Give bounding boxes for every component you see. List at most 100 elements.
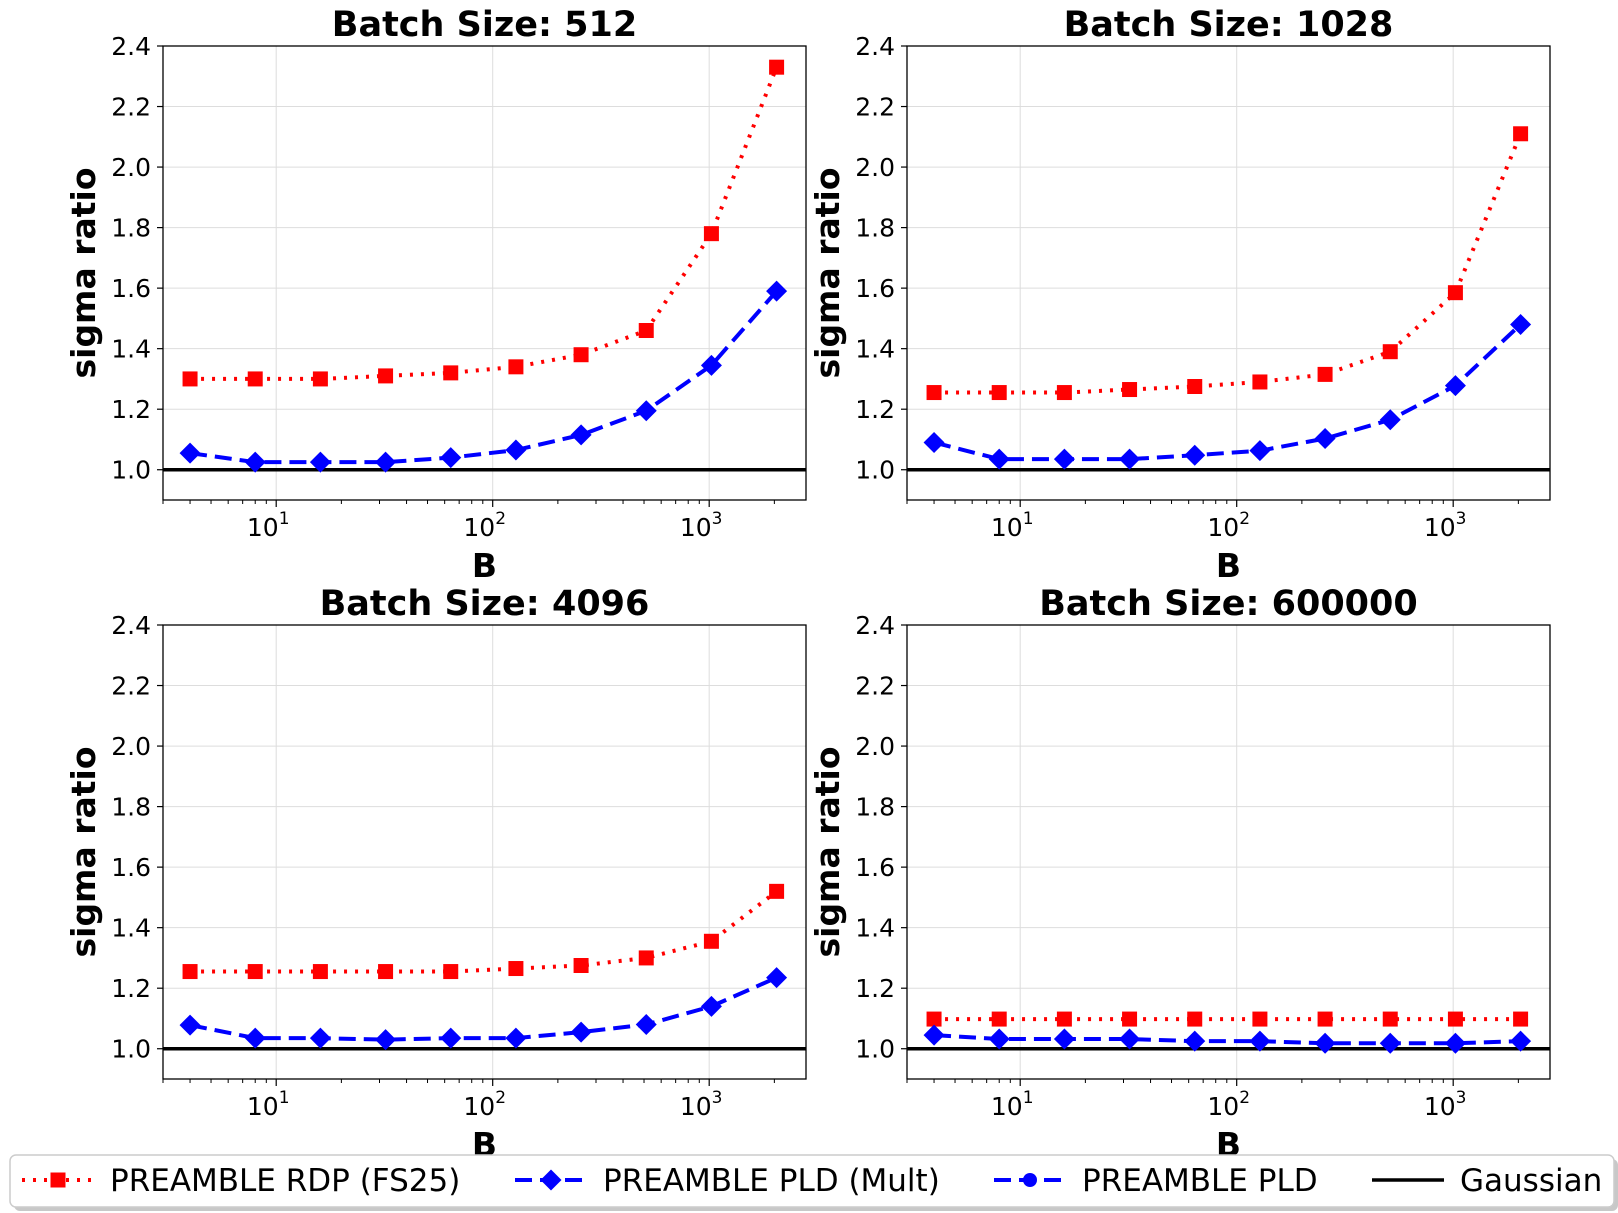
data-point-pld — [1444, 1032, 1466, 1054]
data-point-pld — [1184, 444, 1206, 466]
grid — [907, 624, 1550, 1079]
series-line-rdp — [190, 66, 779, 381]
axes-frame — [162, 45, 807, 501]
chart-panel-1: 1.0 1.2 1.4 1.6 1.8 2.0 2.2 2.4 101 102 103 Batch S… — [64, 5, 807, 585]
y-tick-label: 1.8 — [855, 214, 895, 243]
y-tick-label: 2.2 — [111, 672, 151, 701]
data-point-pld — [988, 448, 1010, 470]
legend-box — [9, 1154, 1615, 1208]
data-point-rdp — [508, 961, 524, 977]
data-point-rdp — [247, 371, 263, 387]
data-point-pld — [179, 1014, 201, 1036]
data-point-rdp — [1447, 285, 1463, 301]
data-point-pld — [1444, 375, 1466, 397]
x-tick-label: 101 — [247, 509, 290, 542]
y-tick-label: 1.6 — [855, 274, 895, 303]
y-tick-label: 2.2 — [855, 672, 895, 701]
y-tick-label: 2.0 — [111, 732, 151, 761]
data-point-pld — [635, 1014, 657, 1036]
grid — [907, 45, 1550, 500]
y-tick-label: 1.0 — [111, 1035, 151, 1064]
y-tick-label: 1.2 — [111, 974, 151, 1003]
x-tick-label: 103 — [1424, 1088, 1467, 1121]
data-point-rdp — [991, 385, 1007, 401]
data-point-pld — [1379, 409, 1401, 431]
y-tick-label: 1.2 — [111, 395, 151, 424]
data-point-rdp — [573, 347, 589, 363]
data-point-pld — [1053, 1028, 1075, 1050]
axes-frame — [162, 624, 807, 1080]
data-point-pld — [244, 1027, 266, 1049]
y-axis-label: sigma ratio — [808, 746, 847, 957]
data-point-rdp — [1513, 1011, 1529, 1027]
legend-label: Gaussian — [1460, 1163, 1602, 1199]
y-tick-label: 1.8 — [111, 793, 151, 822]
x-tick-label: 102 — [1207, 1088, 1250, 1121]
y-tick-label: 1.8 — [111, 214, 151, 243]
data-point-rdp — [182, 964, 198, 980]
data-point-pld — [1053, 448, 1075, 470]
data-point-pld — [700, 354, 722, 376]
data-point-rdp — [1317, 1011, 1333, 1027]
data-point-rdp — [1252, 374, 1268, 390]
legend-label: PREAMBLE PLD (Mult) — [603, 1163, 940, 1199]
x-minor-ticks — [906, 1079, 1519, 1083]
data-point-pld — [1184, 1030, 1206, 1052]
series-line-pld — [189, 289, 779, 465]
data-point-rdp — [1513, 126, 1529, 142]
x-tick-label: 101 — [991, 509, 1034, 542]
x-tick-label: 102 — [1207, 509, 1250, 542]
grid — [163, 45, 806, 500]
data-point-rdp — [926, 385, 942, 401]
data-point-pld — [1249, 1030, 1271, 1052]
x-axis-label: B — [1216, 546, 1241, 585]
data-point-pld — [1510, 1030, 1532, 1052]
data-point-pld — [1119, 1028, 1141, 1050]
data-point-pld — [766, 967, 788, 989]
legend-label: PREAMBLE PLD — [1082, 1163, 1318, 1199]
axes-frame — [906, 45, 1551, 501]
series-line-pld — [933, 1033, 1521, 1046]
series-line-pld — [189, 975, 778, 1042]
data-point-rdp — [312, 371, 328, 387]
y-tick-label: 1.0 — [111, 456, 151, 485]
y-tick-label: 1.8 — [855, 793, 895, 822]
axes-frame — [906, 624, 1551, 1080]
y-tick-label: 2.2 — [111, 93, 151, 122]
data-point-pld — [1314, 428, 1336, 450]
data-point-rdp — [638, 950, 654, 966]
data-point-rdp — [508, 359, 524, 375]
y-tick-label: 1.4 — [855, 335, 895, 364]
y-axis-label: sigma ratio — [64, 746, 103, 957]
data-point-rdp — [638, 323, 654, 339]
series-line-rdp — [190, 889, 778, 974]
data-point-rdp — [1252, 1011, 1268, 1027]
data-point-pld — [988, 1028, 1010, 1050]
data-point-rdp — [182, 371, 198, 387]
data-point-pld — [1314, 1032, 1336, 1054]
x-tick-label: 102 — [463, 509, 506, 542]
legend-entry: PREAMBLE PLD — [994, 1163, 1318, 1199]
data-point-pld — [244, 451, 266, 473]
y-tick-label: 2.2 — [855, 93, 895, 122]
y-tick-label: 2.4 — [111, 32, 151, 61]
chart-panel-2: 1.0 1.2 1.4 1.6 1.8 2.0 2.2 2.4 101 102 103 Batch S… — [808, 5, 1551, 585]
chart-title: Batch Size: 1028 — [1064, 5, 1394, 45]
data-point-rdp — [1382, 344, 1398, 360]
x-minor-ticks — [162, 1079, 775, 1083]
data-point-rdp — [1187, 1011, 1203, 1027]
x-tick-label: 103 — [680, 509, 723, 542]
y-tick-label: 2.4 — [855, 611, 895, 640]
legend-marker — [50, 1172, 66, 1188]
y-tick-label: 1.2 — [855, 974, 895, 1003]
y-tick-label: 2.4 — [855, 32, 895, 61]
data-point-pld — [923, 431, 945, 453]
data-point-rdp — [378, 368, 394, 384]
y-tick-label: 1.6 — [855, 853, 895, 882]
data-point-pld — [1119, 448, 1141, 470]
legend-entry: Gaussian — [1372, 1163, 1602, 1199]
data-point-pld — [570, 1021, 592, 1043]
x-axis-label: B — [472, 546, 497, 585]
data-point-rdp — [1317, 366, 1333, 382]
grid — [163, 624, 806, 1079]
